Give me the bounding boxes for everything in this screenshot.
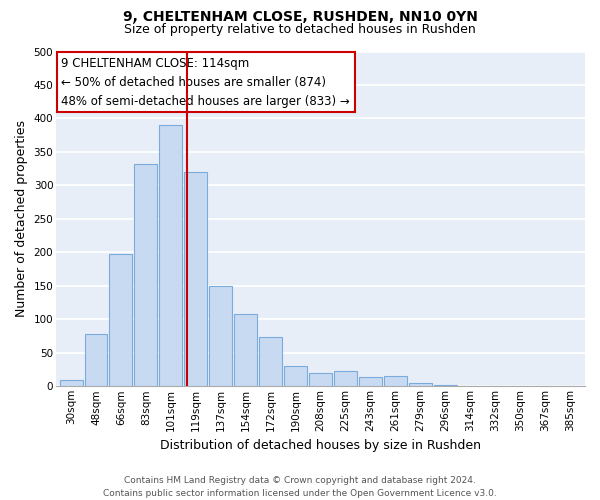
- Bar: [259, 338, 282, 386]
- Bar: [109, 254, 133, 386]
- Bar: [184, 172, 207, 386]
- Bar: [434, 385, 457, 386]
- Bar: [284, 366, 307, 386]
- Text: 9 CHELTENHAM CLOSE: 114sqm
← 50% of detached houses are smaller (874)
48% of sem: 9 CHELTENHAM CLOSE: 114sqm ← 50% of deta…: [61, 56, 350, 108]
- Bar: [384, 376, 407, 386]
- Bar: [334, 371, 357, 386]
- Y-axis label: Number of detached properties: Number of detached properties: [15, 120, 28, 318]
- Bar: [85, 334, 107, 386]
- Bar: [409, 383, 432, 386]
- Bar: [309, 373, 332, 386]
- Bar: [234, 314, 257, 386]
- Bar: [160, 125, 182, 386]
- Text: Size of property relative to detached houses in Rushden: Size of property relative to detached ho…: [124, 22, 476, 36]
- Bar: [209, 286, 232, 386]
- Bar: [359, 377, 382, 386]
- Text: 9, CHELTENHAM CLOSE, RUSHDEN, NN10 0YN: 9, CHELTENHAM CLOSE, RUSHDEN, NN10 0YN: [122, 10, 478, 24]
- Bar: [59, 380, 83, 386]
- Bar: [134, 164, 157, 386]
- Text: Contains HM Land Registry data © Crown copyright and database right 2024.
Contai: Contains HM Land Registry data © Crown c…: [103, 476, 497, 498]
- X-axis label: Distribution of detached houses by size in Rushden: Distribution of detached houses by size …: [160, 440, 481, 452]
